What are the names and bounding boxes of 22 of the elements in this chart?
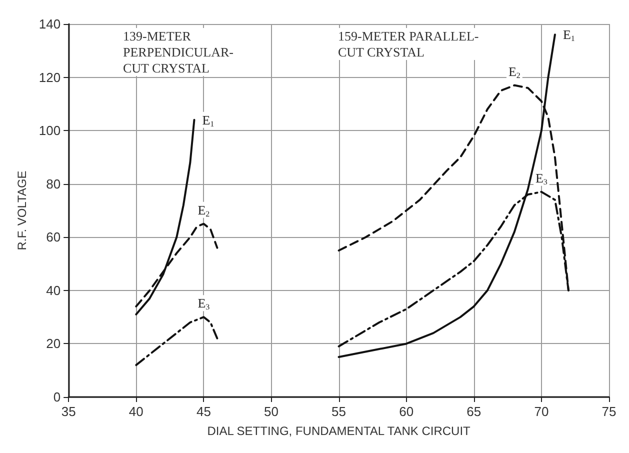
x-axis-title: DIAL SETTING, FUNDAMENTAL TANK CIRCUIT [207,424,472,438]
x-tick-label: 40 [128,404,144,419]
y-tick-label: 40 [46,282,61,298]
y-tick-label: 60 [46,230,61,245]
y-tick-label: 80 [46,176,61,192]
x-tick-label: 45 [196,404,211,419]
x-tick-label: 65 [466,404,482,419]
y-tick-label: 140 [38,16,61,32]
y-tick-label: 0 [53,390,61,404]
annotation: 139-METER PERPENDICULAR- CUT CRYSTAL [123,28,234,76]
y-tick-label: 20 [46,336,61,352]
x-tick-label: 55 [332,404,346,419]
x-tick-label: 60 [399,404,414,419]
y-tick-label: 100 [38,123,61,138]
x-tick-label: 75 [602,404,616,419]
x-tick-label: 50 [264,404,278,419]
y-axis-title: R.F. VOLTAGE [15,170,29,250]
y-tick-label: 120 [38,70,61,85]
annotation: 159-METER PARALLEL- CUT CRYSTAL [338,28,479,60]
line-series [135,316,218,366]
x-tick-label: 70 [534,404,549,419]
x-tick-label: 35 [61,404,76,419]
